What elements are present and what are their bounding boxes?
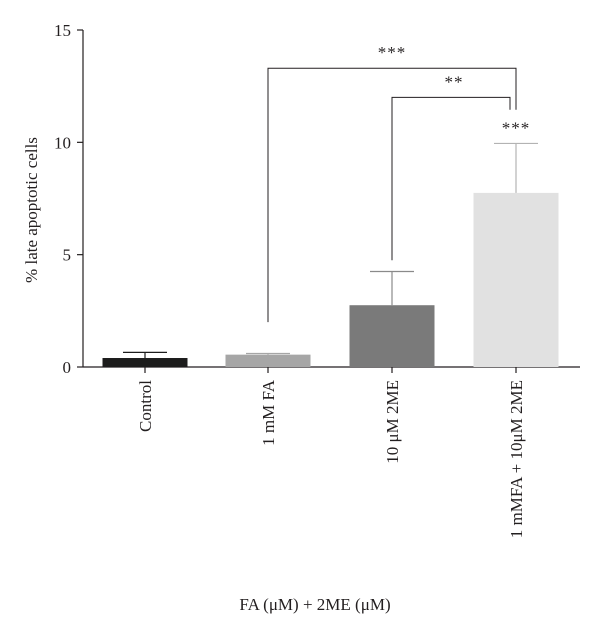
significance-label: ***: [502, 118, 531, 137]
significance-bracket: [267, 67, 517, 323]
y-tick-label: 10: [54, 133, 71, 152]
bar: [225, 354, 311, 367]
x-tick-label: Control: [136, 380, 155, 432]
x-tick-label: 10 μM 2ME: [383, 380, 402, 464]
significance-annotations: ********: [267, 43, 531, 323]
x-axis: Control 1 mM FA 10 μM 2ME 1 mMFA + 10μM 2ME: [83, 366, 580, 538]
x-tick-label: 1 mMFA + 10μM 2ME: [507, 380, 526, 538]
y-tick-label: 15: [54, 21, 71, 40]
bar: [349, 305, 435, 367]
bars: [102, 192, 559, 367]
significance-label: ***: [378, 43, 407, 62]
bar: [473, 192, 559, 367]
y-tick-label: 0: [63, 358, 72, 377]
x-tick-label: 1 mM FA: [259, 379, 278, 446]
x-axis-title: FA (μM) + 2ME (μM): [239, 595, 390, 614]
significance-label: **: [445, 72, 464, 91]
bar: [102, 358, 188, 367]
y-axis: 0 5 10 15: [54, 21, 84, 377]
y-axis-title: % late apoptotic cells: [22, 137, 41, 283]
error-bars: [123, 142, 538, 359]
y-tick-label: 5: [63, 246, 72, 265]
significance-bracket: [391, 96, 511, 261]
